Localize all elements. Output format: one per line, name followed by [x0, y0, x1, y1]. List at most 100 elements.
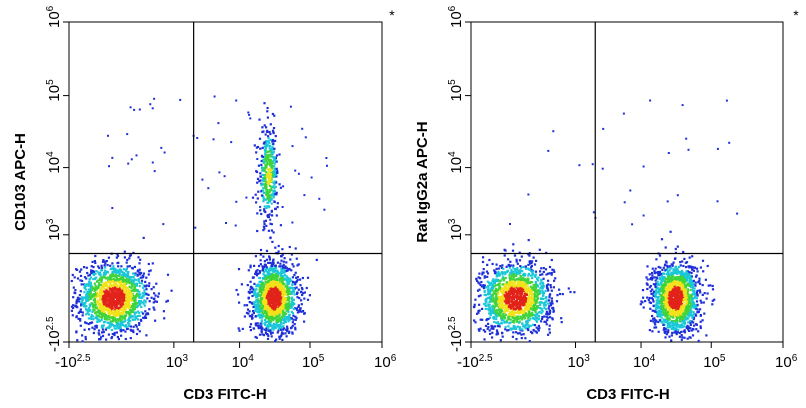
- event-dot: [135, 293, 138, 297]
- event-dot: [511, 335, 514, 338]
- event-dot: [160, 146, 163, 149]
- event-dot: [286, 327, 289, 330]
- event-dot: [120, 299, 123, 302]
- event-dot: [325, 157, 328, 159]
- event-dot: [88, 273, 91, 276]
- event-dot: [279, 278, 282, 281]
- event-dot: [268, 174, 271, 177]
- event-dot: [104, 302, 107, 305]
- event-dot: [523, 298, 526, 301]
- event-dot: [89, 289, 92, 292]
- event-dot: [484, 307, 487, 310]
- event-dot: [270, 267, 274, 270]
- event-dot: [265, 266, 268, 269]
- event-dot: [257, 327, 260, 330]
- event-dot: [498, 308, 501, 311]
- event-dot: [497, 270, 500, 273]
- event-dot: [500, 303, 503, 306]
- event-dot: [519, 326, 522, 329]
- event-dot: [116, 289, 119, 292]
- event-dot: [282, 332, 285, 335]
- event-dot: [100, 280, 103, 283]
- event-dot: [287, 268, 290, 271]
- event-dot: [500, 299, 503, 302]
- event-dot: [537, 327, 540, 331]
- event-dot: [271, 167, 274, 170]
- event-dot: [291, 286, 294, 289]
- event-dot: [105, 309, 108, 312]
- event-dot: [518, 332, 521, 335]
- event-dot: [278, 289, 282, 292]
- event-dot: [138, 296, 141, 299]
- event-dot: [531, 293, 534, 296]
- event-dot: [265, 171, 268, 174]
- event-dot: [238, 301, 241, 304]
- event-dot: [263, 141, 266, 144]
- event-dot: [498, 285, 502, 288]
- event-dot: [271, 261, 274, 264]
- event-dot: [484, 324, 488, 327]
- event-dot: [255, 285, 258, 288]
- event-dot: [136, 304, 140, 308]
- event-dot: [101, 316, 104, 319]
- event-dot: [117, 269, 120, 272]
- event-dot: [106, 264, 109, 267]
- event-dot: [519, 293, 522, 296]
- event-dot: [294, 318, 297, 321]
- event-dot: [133, 265, 136, 268]
- event-dot: [271, 273, 274, 276]
- event-dot: [98, 266, 101, 270]
- event-dot: [513, 321, 516, 324]
- event-dot: [95, 288, 98, 291]
- event-dot: [544, 320, 547, 323]
- event-dot: [118, 318, 121, 321]
- event-dot: [124, 302, 127, 306]
- event-dot: [539, 301, 542, 304]
- event-dot: [512, 308, 515, 311]
- event-dot: [478, 303, 481, 306]
- event-dot: [277, 281, 280, 284]
- event-dot: [267, 216, 270, 219]
- event-dot: [501, 317, 504, 320]
- event-dot: [269, 281, 272, 284]
- event-dot: [558, 292, 562, 296]
- event-dot: [81, 334, 84, 337]
- event-dot: [272, 140, 275, 143]
- event-dot: [269, 301, 272, 304]
- event-dot: [326, 164, 328, 167]
- event-dot: [252, 310, 255, 313]
- event-dot: [264, 280, 267, 284]
- event-dot: [78, 300, 81, 303]
- event-dot: [287, 277, 290, 281]
- event-dot: [273, 183, 276, 186]
- event-dot: [521, 292, 524, 295]
- event-dot: [538, 326, 541, 330]
- event-dot: [90, 272, 93, 275]
- event-dot: [550, 258, 553, 262]
- event-dot: [276, 289, 279, 292]
- event-dot: [259, 326, 262, 330]
- event-dot: [104, 299, 107, 302]
- event-dot: [266, 197, 269, 200]
- event-dot: [133, 108, 136, 111]
- event-dot: [294, 315, 297, 318]
- event-dot: [482, 329, 485, 332]
- event-dot: [101, 266, 104, 269]
- event-dot: [478, 329, 481, 332]
- event-dot: [260, 325, 263, 328]
- event-dot: [123, 307, 126, 310]
- event-dot: [535, 313, 539, 316]
- event-dot: [655, 282, 658, 285]
- event-dot: [104, 313, 108, 317]
- event-dot: [506, 284, 509, 287]
- event-dot: [273, 190, 276, 193]
- event-dot: [315, 258, 318, 261]
- event-dot: [72, 304, 75, 307]
- event-dot: [294, 247, 297, 250]
- event-dot: [259, 280, 262, 284]
- event-dot: [489, 306, 492, 309]
- event-dot: [281, 276, 284, 280]
- event-dot: [120, 287, 123, 290]
- event-dot: [125, 279, 128, 282]
- event-dots: [70, 95, 328, 343]
